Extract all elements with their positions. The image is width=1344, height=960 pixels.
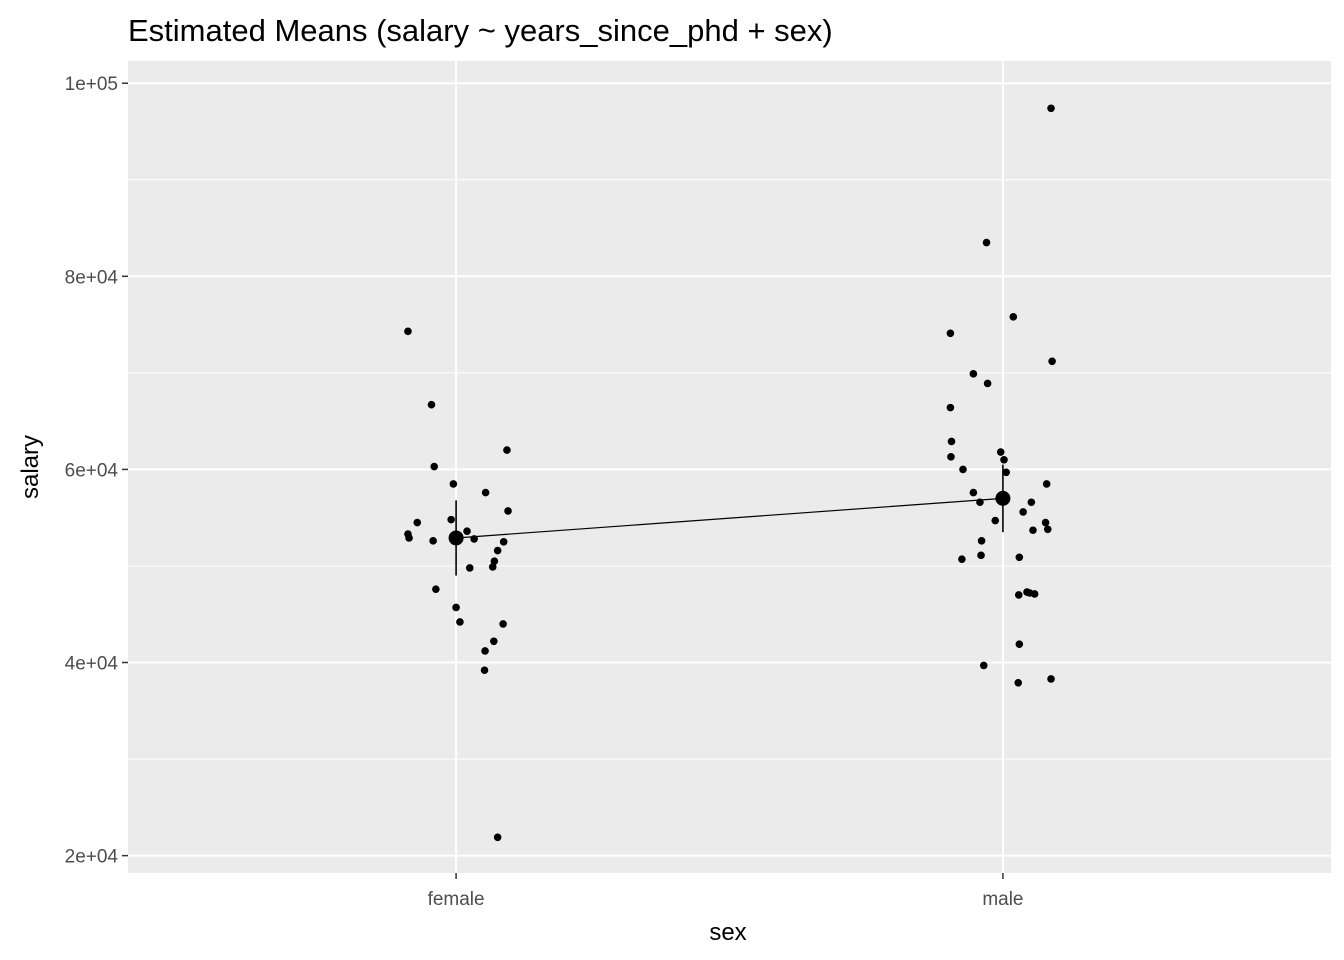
plot-panel	[128, 61, 1331, 873]
data-point	[983, 379, 992, 388]
data-point	[991, 516, 1000, 525]
data-point	[1041, 518, 1050, 527]
data-point	[1015, 640, 1024, 648]
data-point	[1047, 104, 1055, 113]
y-tick-label: 2e+04	[65, 847, 119, 868]
y-axis-title: salary	[17, 435, 44, 499]
x-axis-title: sex	[709, 919, 746, 946]
data-point	[1043, 525, 1052, 534]
data-point	[488, 563, 497, 571]
data-point	[429, 537, 437, 545]
data-point	[977, 537, 986, 545]
data-point	[958, 555, 966, 564]
data-point	[456, 618, 464, 626]
data-point	[413, 518, 422, 527]
data-point	[463, 527, 471, 536]
data-point	[947, 437, 956, 446]
data-point	[404, 327, 412, 336]
data-point	[1048, 357, 1056, 366]
data-point	[452, 603, 460, 612]
data-point	[430, 462, 439, 471]
data-point	[493, 833, 502, 842]
data-point	[449, 480, 458, 488]
data-point	[405, 534, 413, 542]
data-point	[427, 400, 436, 409]
y-tick-label: 6e+04	[65, 460, 119, 481]
data-point	[1029, 526, 1037, 535]
data-point	[1002, 468, 1010, 477]
data-point	[1027, 498, 1036, 507]
data-point	[959, 465, 967, 474]
x-tick-label: male	[982, 889, 1023, 910]
data-point	[982, 238, 991, 247]
mean-connecting-line	[456, 497, 1003, 539]
data-point	[503, 446, 511, 454]
data-point	[1009, 313, 1018, 321]
data-point	[1019, 508, 1027, 516]
data-point	[1047, 675, 1055, 683]
data-point	[1014, 591, 1023, 599]
data-point	[432, 585, 440, 593]
data-point	[946, 403, 955, 412]
data-point	[481, 488, 490, 497]
data-point	[447, 515, 455, 524]
data-point	[977, 551, 985, 560]
data-point	[504, 507, 512, 515]
estimated-means-layer	[448, 464, 1011, 576]
data-point	[947, 453, 955, 461]
data-point	[946, 329, 955, 338]
major-gridlines	[128, 61, 1331, 873]
data-point	[1014, 678, 1023, 687]
mean-point	[448, 530, 464, 546]
data-point	[481, 647, 489, 655]
data-point	[490, 557, 499, 565]
mean-point	[995, 490, 1011, 506]
data-point	[480, 666, 489, 675]
y-tick-label: 1e+05	[65, 74, 118, 95]
data-point	[969, 488, 978, 497]
data-point	[499, 620, 507, 628]
y-tick-label: 8e+04	[65, 267, 119, 288]
y-tick-label: 4e+04	[65, 654, 119, 675]
data-point	[1042, 480, 1051, 488]
data-point	[996, 448, 1005, 456]
data-point	[1015, 553, 1024, 562]
data-point	[490, 637, 498, 646]
data-point	[499, 538, 508, 546]
data-point	[1030, 590, 1039, 598]
data-point	[493, 546, 502, 555]
minor-gridlines	[128, 179, 1331, 760]
y-axis: 2e+04 4e+04 6e+04 8e+04 1e+05	[65, 74, 128, 868]
data-point	[969, 370, 978, 378]
data-point	[1000, 455, 1008, 464]
data-point	[465, 564, 474, 572]
x-axis: female male	[428, 873, 1024, 910]
data-point	[979, 661, 988, 670]
chart-title: Estimated Means (salary ~ years_since_ph…	[128, 13, 833, 48]
x-tick-label: female	[428, 889, 485, 910]
